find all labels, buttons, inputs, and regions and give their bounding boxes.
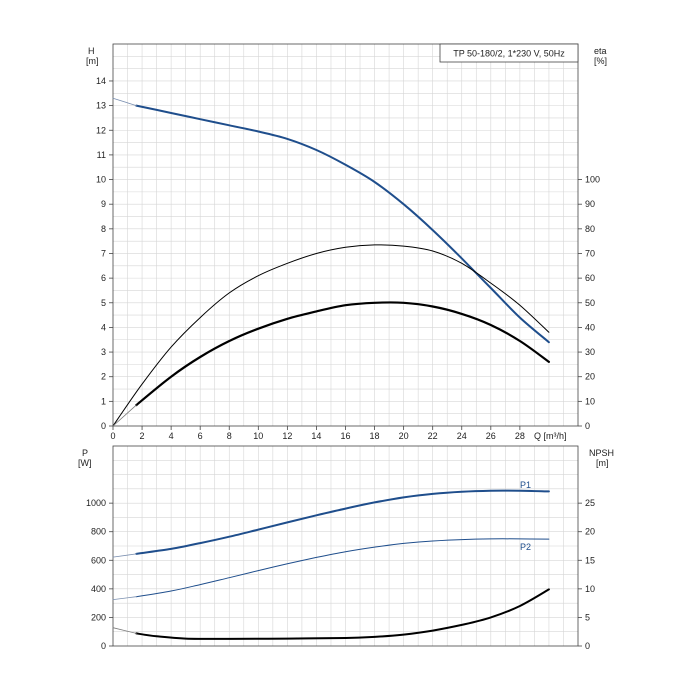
x-tick-label: 26: [486, 431, 496, 441]
top-panel-grid: [113, 44, 578, 426]
left-tick-label: 3: [101, 347, 106, 357]
x-tick-label: 24: [457, 431, 467, 441]
right-tick-label: 10: [585, 396, 595, 406]
right-tick-label: 20: [585, 527, 595, 537]
right-tick-label: 80: [585, 224, 595, 234]
right-tick-label: 40: [585, 322, 595, 332]
right-tick-label: 60: [585, 273, 595, 283]
left-tick-label: 6: [101, 273, 106, 283]
right-tick-label: 5: [585, 612, 590, 622]
right-tick-label: 25: [585, 498, 595, 508]
left-tick-label: 1000: [86, 498, 106, 508]
right-tick-label: 15: [585, 555, 595, 565]
bottom-right-axis-label-name: NPSH: [589, 448, 614, 458]
x-axis-label: Q [m³/h]: [534, 431, 567, 441]
series-h-ext: [112, 97, 137, 106]
top-right-axis-label-name: eta: [594, 46, 607, 56]
left-tick-label: 11: [97, 150, 106, 160]
x-tick-label: 0: [110, 431, 115, 441]
chart-title: TP 50-180/2, 1*230 V, 50Hz: [453, 49, 565, 59]
x-tick-label: 16: [340, 431, 350, 441]
bottom-left-axis-label-name: P: [82, 448, 88, 458]
title-box: [439, 43, 579, 63]
x-tick-label: 6: [198, 431, 203, 441]
series-eta-pump: [112, 244, 550, 427]
bottom-left-axis-label-unit: [W]: [78, 458, 92, 468]
x-tick-label: 20: [399, 431, 409, 441]
right-tick-label: 70: [585, 248, 595, 258]
left-tick-label: 400: [91, 584, 106, 594]
series-eta-total: [135, 301, 550, 407]
left-tick-label: 7: [101, 248, 106, 258]
left-tick-label: 0: [101, 421, 106, 431]
top-panel-ticks: 0123456789101112131401020304050607080901…: [96, 76, 600, 441]
x-tick-label: 28: [515, 431, 525, 441]
bottom-panel-series: [112, 489, 550, 640]
top-right-axis-label-unit: [%]: [594, 56, 607, 66]
series-eta-total-ext: [112, 404, 137, 427]
left-tick-label: 0: [101, 641, 106, 651]
x-tick-label: 8: [227, 431, 232, 441]
right-tick-label: 10: [585, 584, 595, 594]
left-tick-label: 10: [96, 175, 106, 185]
right-tick-label: 20: [585, 372, 595, 382]
left-tick-label: 13: [96, 101, 106, 111]
series-p1: [135, 489, 550, 555]
bottom-panel-ticks: 0 200 400 600 800 1000 0 5 10 15 20 25: [86, 498, 595, 651]
series-p1-ext: [112, 553, 137, 558]
left-tick-label: 9: [101, 199, 106, 209]
left-tick-label: 12: [96, 125, 106, 135]
series-p2: [135, 538, 550, 598]
top-panel-series: [112, 97, 550, 427]
x-tick-label: 4: [169, 431, 174, 441]
right-tick-label: 0: [585, 421, 590, 431]
left-tick-label: 4: [101, 322, 106, 332]
bottom-panel-grid: [113, 446, 578, 646]
top-left-axis-label-unit: [m]: [86, 56, 99, 66]
right-tick-label: 0: [585, 641, 590, 651]
x-tick-label: 10: [253, 431, 263, 441]
x-tick-label: 12: [282, 431, 292, 441]
series-npsh: [135, 588, 550, 640]
series-p2-ext: [112, 596, 137, 600]
x-tick-label: 14: [311, 431, 321, 441]
bottom-right-axis-label-unit: [m]: [596, 458, 609, 468]
top-left-axis-label-name: H: [88, 46, 95, 56]
left-tick-label: 1: [101, 396, 106, 406]
left-tick-label: 14: [96, 76, 106, 86]
right-tick-label: 100: [585, 175, 600, 185]
x-tick-label: 2: [140, 431, 145, 441]
series-h: [135, 104, 550, 344]
series-label-p2: P2: [520, 542, 531, 552]
x-tick-label: 18: [370, 431, 380, 441]
bottom-panel-frame: [112, 445, 579, 647]
left-tick-label: 5: [101, 298, 106, 308]
right-tick-label: 50: [585, 298, 595, 308]
left-tick-label: 2: [101, 372, 106, 382]
right-tick-label: 30: [585, 347, 595, 357]
x-tick-label: 22: [428, 431, 438, 441]
series-label-p1: P1: [520, 480, 531, 490]
left-tick-label: 800: [91, 527, 106, 537]
left-tick-label: 200: [91, 612, 106, 622]
left-tick-label: 600: [91, 555, 106, 565]
left-tick-label: 8: [101, 224, 106, 234]
right-tick-label: 90: [585, 199, 595, 209]
series-npsh-ext: [112, 627, 137, 634]
